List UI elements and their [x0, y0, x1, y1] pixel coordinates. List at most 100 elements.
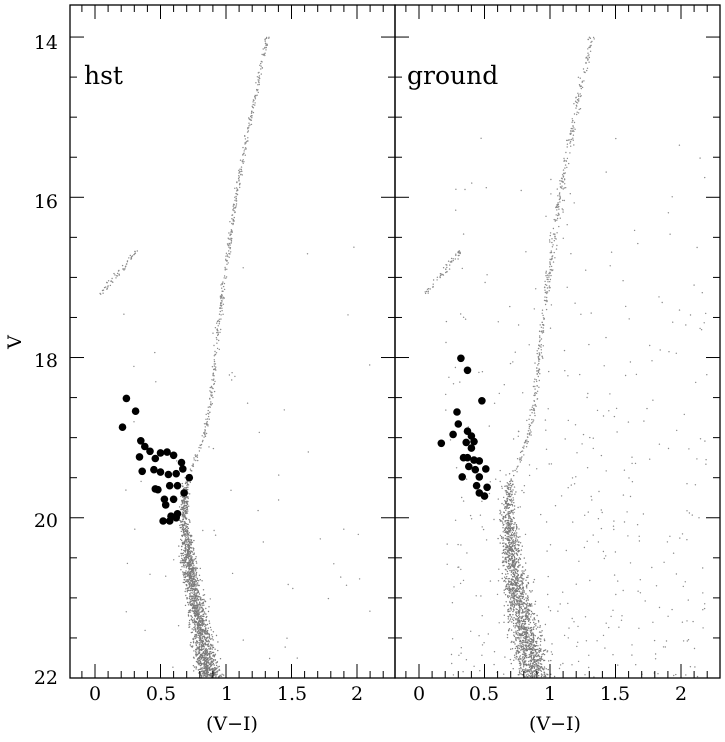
cmd-point: [598, 490, 600, 493]
cmd-point: [524, 644, 527, 646]
cmd-point: [523, 650, 526, 652]
cmd-point: [192, 585, 194, 587]
cmd-point: [505, 490, 507, 492]
cmd-point: [257, 84, 259, 86]
cmd-point: [207, 657, 209, 659]
cmd-point: [515, 561, 518, 563]
cmd-point: [191, 604, 193, 606]
cmd-point: [501, 502, 503, 505]
cmd-point: [184, 501, 186, 503]
cmd-point: [536, 655, 538, 658]
cmd-point: [232, 220, 235, 222]
cmd-point: [251, 105, 253, 108]
cmd-point: [520, 649, 522, 651]
cmd-point: [510, 535, 512, 537]
cmd-point: [549, 234, 551, 237]
cmd-point: [535, 628, 538, 630]
cmd-point: [529, 669, 531, 671]
cmd-point: [215, 337, 218, 339]
cmd-point: [202, 671, 205, 673]
cmd-point: [540, 666, 542, 668]
cmd-point: [192, 595, 194, 597]
cmd-point: [201, 620, 203, 622]
cmd-point: [186, 575, 188, 578]
cmd-point: [190, 572, 192, 574]
cmd-point: [203, 436, 205, 438]
cmd-point: [534, 403, 536, 406]
cmd-point: [458, 566, 460, 568]
cmd-point: [512, 560, 515, 562]
cmd-point: [530, 642, 532, 645]
cmd-point: [620, 619, 623, 621]
cmd-point: [207, 412, 209, 415]
cmd-point: [249, 124, 251, 126]
cmd-point: [206, 418, 209, 420]
cmd-point: [504, 656, 506, 658]
cmd-point: [201, 654, 203, 657]
cmd-point: [574, 100, 577, 103]
cmd-point: [193, 604, 195, 606]
cmd-point: [524, 602, 526, 605]
cmd-point: [537, 664, 539, 666]
cmd-point: [523, 578, 525, 580]
cmd-point: [188, 576, 190, 578]
cmd-point: [526, 656, 528, 658]
cmd-point: [123, 269, 125, 271]
highlighted-star: [480, 492, 489, 500]
cmd-point: [521, 456, 523, 458]
cmd-point: [673, 674, 675, 677]
cmd-point: [211, 660, 214, 662]
cmd-point: [193, 566, 195, 569]
cmd-point: [512, 614, 514, 616]
cmd-point: [191, 602, 194, 604]
cmd-point: [624, 374, 627, 377]
cmd-point: [118, 274, 121, 276]
cmd-point: [193, 670, 195, 672]
cmd-point: [229, 248, 231, 250]
cmd-point: [187, 497, 189, 500]
cmd-point: [258, 83, 260, 86]
cmd-point: [184, 487, 186, 489]
cmd-point: [195, 633, 198, 636]
cmd-point: [529, 414, 531, 417]
cmd-point: [530, 431, 532, 433]
cmd-point: [508, 586, 510, 588]
cmd-point: [515, 534, 517, 536]
cmd-point: [512, 603, 515, 605]
cmd-point: [203, 432, 205, 434]
cmd-point: [184, 604, 187, 607]
cmd-point: [516, 608, 518, 611]
cmd-point: [538, 340, 541, 343]
cmd-point: [194, 609, 196, 612]
cmd-point: [549, 262, 551, 264]
cmd-point: [481, 500, 483, 502]
cmd-point: [196, 631, 199, 633]
cmd-point: [499, 534, 502, 537]
cmd-point: [509, 362, 512, 365]
cmd-point: [130, 258, 132, 260]
cmd-point: [688, 448, 690, 450]
cmd-point: [184, 522, 186, 524]
cmd-point: [562, 209, 564, 211]
cmd-point: [586, 69, 588, 72]
cmd-point: [187, 565, 190, 567]
cmd-point: [207, 415, 210, 418]
cmd-point: [225, 277, 227, 279]
cmd-point: [186, 562, 189, 564]
cmd-point: [240, 174, 242, 176]
cmd-point: [453, 586, 455, 588]
cmd-point: [510, 556, 513, 558]
cmd-point: [549, 241, 551, 243]
cmd-point: [511, 584, 513, 587]
cmd-point: [580, 313, 582, 315]
cmd-point: [185, 594, 187, 597]
cmd-point: [544, 303, 547, 306]
cmd-point: [516, 593, 518, 595]
cmd-point: [207, 641, 209, 643]
cmd-point: [215, 674, 217, 676]
cmd-point: [655, 585, 658, 587]
cmd-point: [522, 582, 524, 584]
cmd-point: [533, 670, 536, 672]
cmd-point: [244, 138, 247, 140]
cmd-point: [506, 634, 509, 636]
